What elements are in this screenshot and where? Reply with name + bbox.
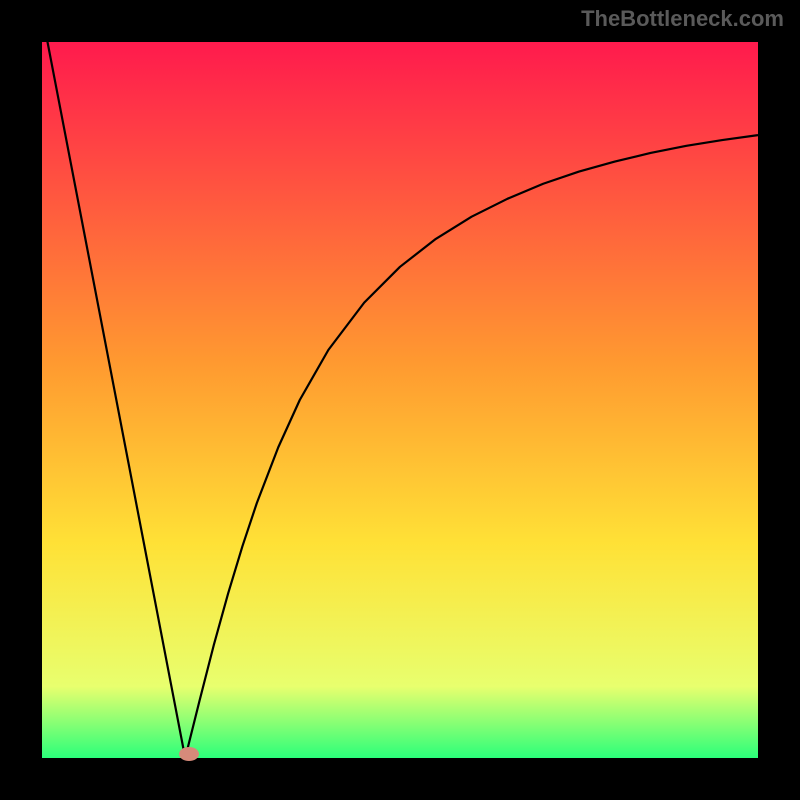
chart-container: TheBottleneck.com — [0, 0, 800, 800]
plot-area — [37, 37, 763, 763]
watermark-text: TheBottleneck.com — [581, 6, 784, 32]
